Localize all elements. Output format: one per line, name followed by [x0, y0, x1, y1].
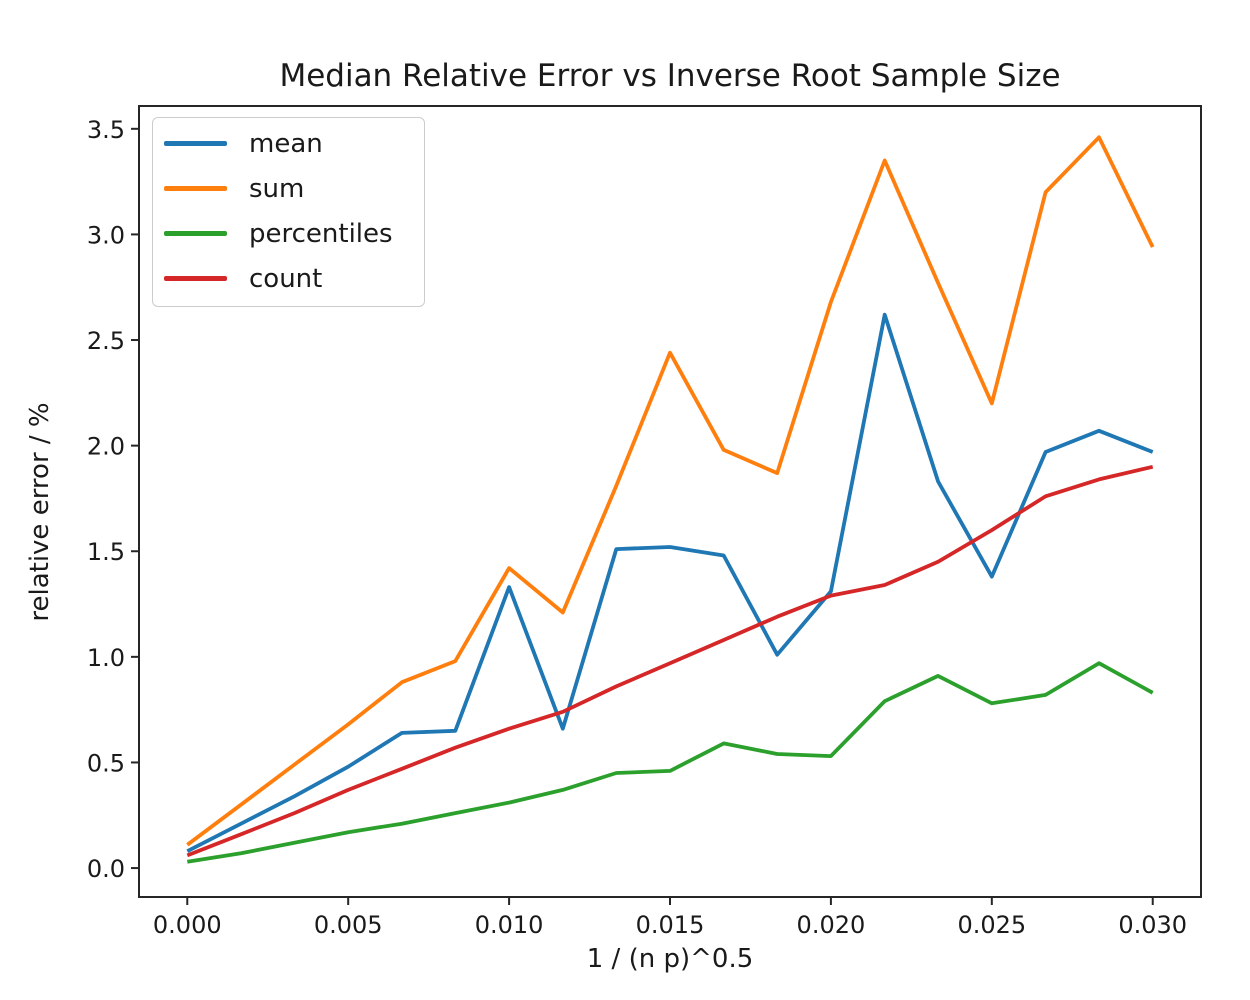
legend-swatch-percentiles	[164, 231, 227, 236]
y-tick-label: 3.5	[87, 116, 125, 144]
x-axis-label: 1 / (n p)^0.5	[586, 944, 754, 974]
series-line-count	[186, 464, 1154, 858]
x-tick-label: 0.030	[1118, 911, 1187, 939]
legend-swatch-count	[164, 276, 227, 281]
x-tick-label: 0.000	[153, 911, 222, 939]
legend-swatch-mean	[164, 141, 227, 146]
x-tick-label: 0.020	[797, 911, 866, 939]
legend: mean sum percentiles count	[152, 117, 425, 307]
legend-label-mean: mean	[249, 128, 323, 159]
legend-item-mean: mean	[153, 121, 424, 166]
legend-label-count: count	[249, 263, 323, 294]
axes-frame	[138, 105, 1202, 898]
x-tick-label: 0.015	[636, 911, 705, 939]
series-line-sum	[186, 135, 1155, 847]
y-tick-label: 1.5	[87, 538, 125, 566]
series-line-mean	[186, 312, 1154, 853]
x-tick-label: 0.025	[957, 911, 1026, 939]
y-tick-label: 0.0	[87, 855, 125, 883]
legend-label-sum: sum	[249, 173, 305, 204]
legend-item-sum: sum	[153, 166, 424, 211]
series-line-percentiles	[187, 661, 1154, 864]
y-tick-label: 2.0	[87, 433, 125, 461]
y-tick-label: 0.5	[87, 749, 125, 777]
x-tick-label: 0.010	[475, 911, 544, 939]
chart-title: Median Relative Error vs Inverse Root Sa…	[279, 58, 1061, 94]
legend-item-percentiles: percentiles	[153, 211, 424, 256]
legend-item-count: count	[153, 256, 424, 301]
legend-swatch-sum	[164, 186, 227, 191]
y-tick-label: 1.0	[87, 644, 125, 672]
y-tick-label: 2.5	[87, 327, 125, 355]
y-tick-label: 3.0	[87, 221, 125, 249]
x-tick-label: 0.005	[314, 911, 383, 939]
legend-label-percentiles: percentiles	[249, 218, 393, 249]
